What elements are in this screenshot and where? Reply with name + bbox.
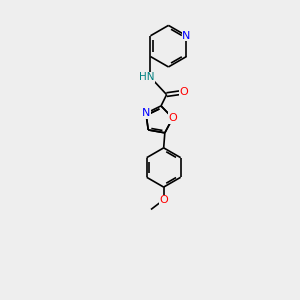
Text: O: O xyxy=(180,87,188,97)
Text: N: N xyxy=(182,31,190,41)
Text: O: O xyxy=(168,113,177,123)
Text: N: N xyxy=(142,108,150,118)
Text: HN: HN xyxy=(139,72,155,82)
Text: O: O xyxy=(159,195,168,205)
